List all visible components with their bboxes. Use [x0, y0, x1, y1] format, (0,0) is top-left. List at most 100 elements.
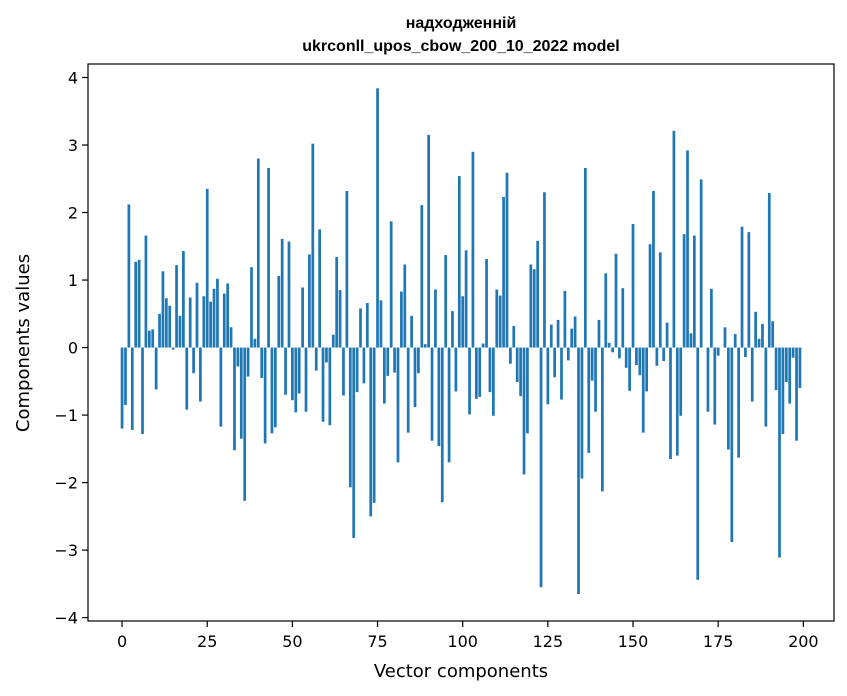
bar-137 [587, 347, 591, 453]
bar-56 [311, 143, 315, 348]
bar-135 [580, 347, 584, 479]
bar-13 [164, 298, 168, 348]
bar-192 [774, 347, 778, 391]
bar-80 [393, 347, 396, 373]
chart-title-line1: надходженній [406, 15, 517, 32]
bar-166 [686, 150, 689, 348]
bar-155 [648, 244, 652, 348]
bar-164 [679, 347, 683, 416]
bar-154 [645, 347, 649, 392]
y-tick-label: 2 [68, 204, 78, 223]
bar-95 [444, 255, 448, 348]
bar-64 [338, 290, 342, 348]
bar-54 [304, 347, 308, 412]
bar-110 [495, 289, 499, 348]
bar-14 [168, 305, 172, 348]
bar-165 [682, 234, 686, 348]
bar-193 [778, 347, 781, 558]
bar-147 [621, 288, 625, 348]
bar-69 [355, 347, 359, 393]
y-tick-label: 0 [68, 339, 78, 358]
bar-174 [713, 347, 717, 425]
bar-157 [655, 347, 659, 366]
bar-3 [130, 347, 134, 430]
bar-53 [301, 287, 304, 348]
bar-149 [628, 347, 631, 391]
bar-122 [536, 240, 540, 348]
bar-1 [124, 347, 127, 405]
bar-7 [144, 235, 148, 348]
bar-177 [723, 327, 727, 348]
bar-6 [141, 347, 144, 434]
bar-81 [396, 347, 400, 463]
bar-60 [325, 347, 328, 363]
bar-46 [277, 275, 281, 348]
bar-194 [781, 347, 785, 434]
bar-62 [331, 334, 335, 348]
bar-169 [696, 347, 700, 580]
bar-17 [178, 315, 182, 348]
x-tick-label: 75 [367, 632, 387, 651]
bar-77 [382, 347, 386, 404]
bar-97 [451, 311, 454, 348]
bar-79 [389, 221, 393, 348]
bar-107 [485, 259, 488, 348]
bar-85 [410, 315, 413, 348]
bar-120 [529, 264, 533, 348]
bar-4 [134, 261, 138, 348]
bar-58 [318, 229, 321, 348]
bar-37 [246, 347, 250, 377]
x-tick-label: 125 [533, 632, 564, 651]
bar-88 [420, 205, 424, 348]
bar-73 [369, 347, 373, 517]
bar-185 [750, 347, 754, 402]
bar-40 [256, 158, 260, 348]
bar-126 [549, 324, 553, 348]
bar-133 [573, 316, 577, 348]
bar-39 [253, 338, 257, 348]
bar-111 [498, 295, 502, 348]
bar-33 [233, 347, 236, 451]
bar-30 [222, 293, 226, 348]
bar-186 [754, 311, 758, 348]
bar-8 [147, 330, 151, 348]
bar-48 [284, 347, 287, 395]
bar-178 [727, 347, 730, 450]
bar-136 [583, 167, 587, 348]
bar-195 [784, 347, 788, 382]
bar-183 [744, 347, 747, 358]
bar-68 [352, 347, 356, 538]
bar-25 [205, 188, 209, 348]
bar-93 [437, 347, 441, 447]
bar-100 [461, 296, 465, 348]
bar-181 [737, 347, 740, 458]
bar-139 [594, 347, 597, 412]
x-axis-label: Vector components [374, 661, 548, 682]
bar-175 [716, 347, 720, 356]
bar-182 [740, 226, 744, 348]
bar-102 [468, 347, 471, 415]
bar-74 [372, 347, 376, 503]
bar-103 [471, 151, 475, 348]
bar-84 [406, 347, 410, 433]
bar-98 [454, 347, 458, 392]
bar-108 [488, 347, 492, 393]
bar-140 [597, 319, 601, 348]
bar-167 [689, 333, 693, 348]
chart-title-line2: ukrconll_upos_cbow_200_10_2022 model [302, 38, 619, 55]
bar-173 [710, 288, 713, 348]
y-axis-label: Components values [13, 254, 34, 432]
bar-49 [287, 241, 291, 348]
bar-41 [260, 347, 264, 378]
bar-134 [577, 347, 580, 594]
y-tick-label: −3 [54, 541, 78, 560]
bar-50 [291, 347, 294, 401]
bar-180 [733, 334, 737, 348]
bar-128 [556, 319, 560, 348]
x-tick-label: 150 [618, 632, 649, 651]
bar-36 [243, 347, 247, 501]
bar-42 [263, 347, 267, 444]
bar-16 [175, 265, 178, 348]
bar-75 [376, 88, 379, 348]
bar-10 [154, 347, 158, 390]
